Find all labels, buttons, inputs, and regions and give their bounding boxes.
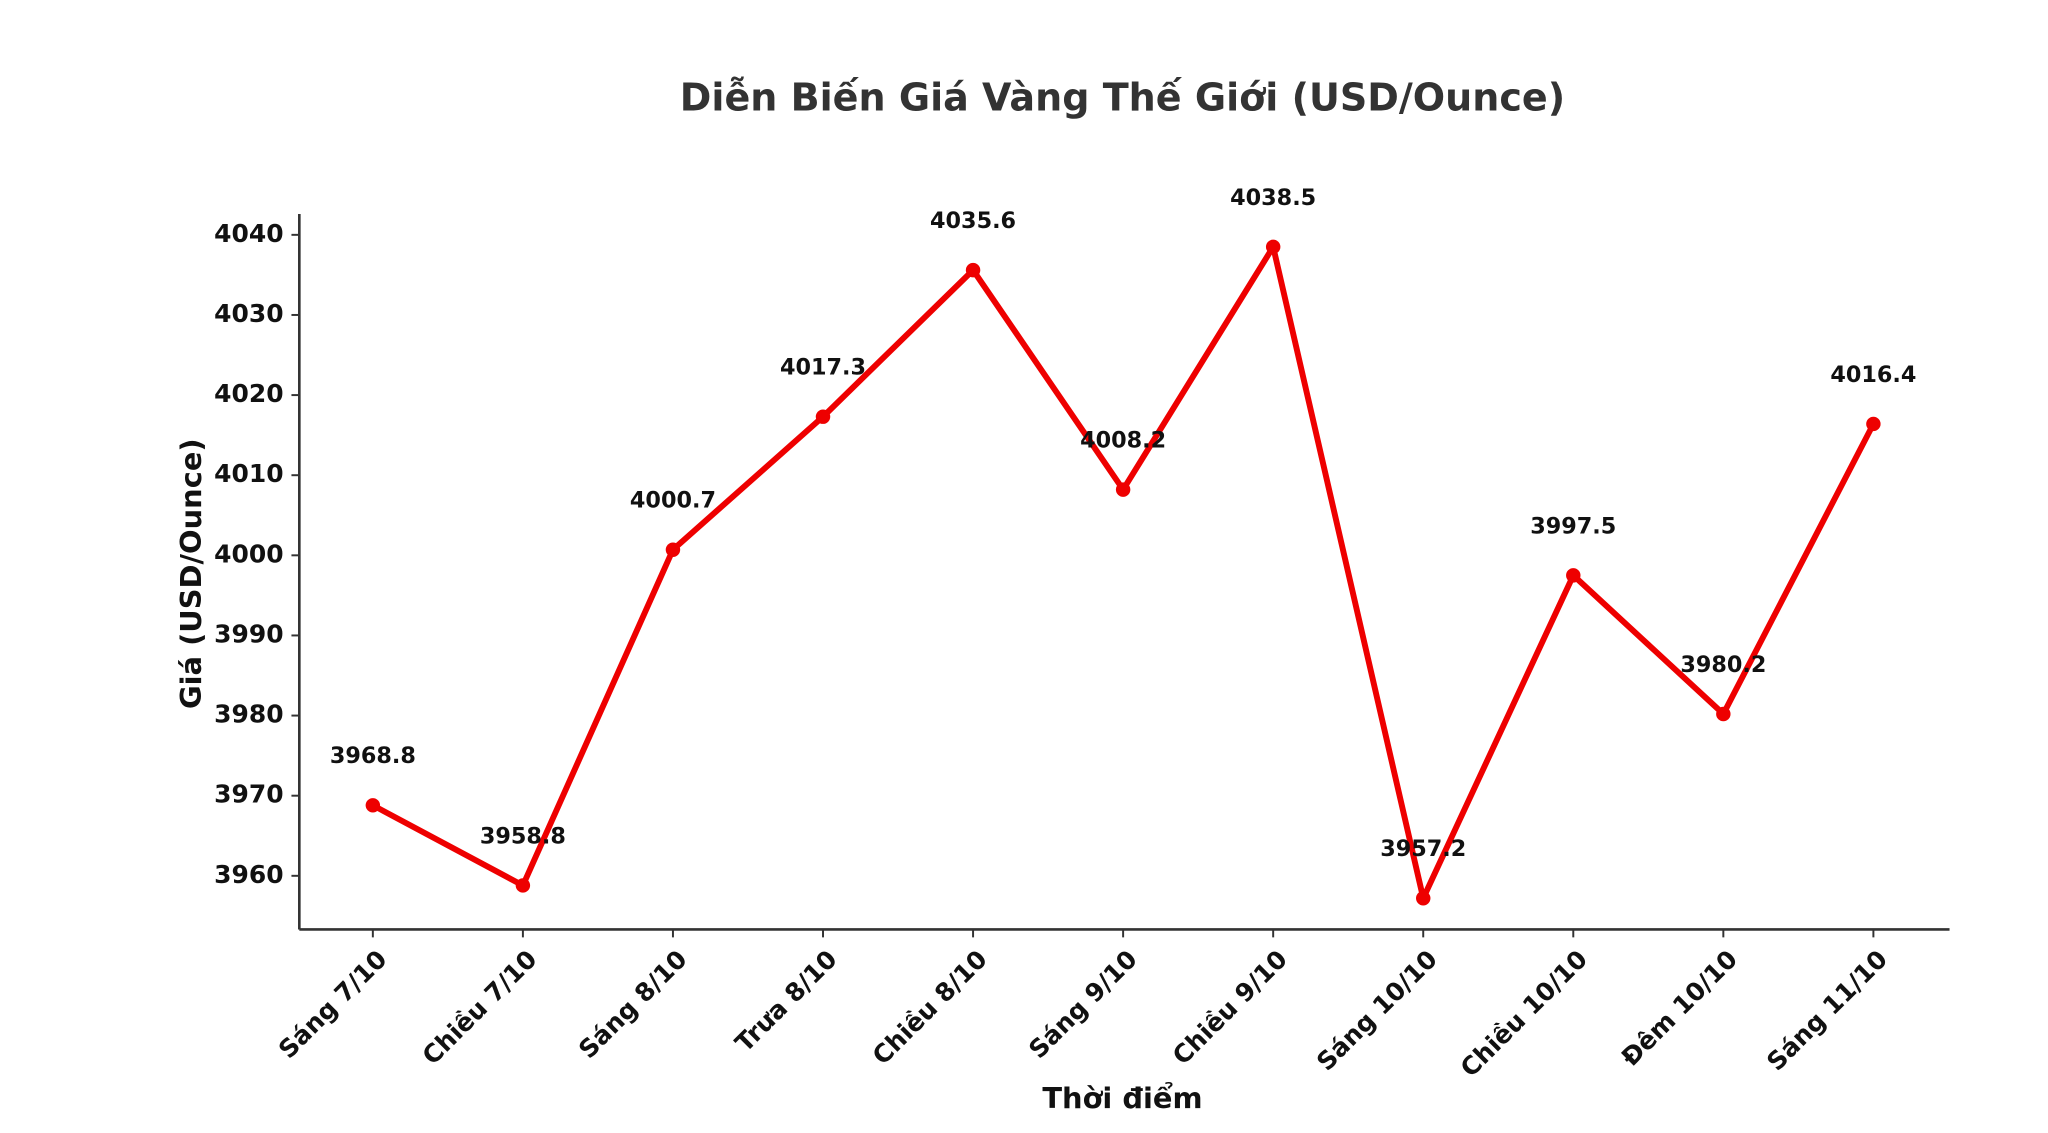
value-label: 3957.2	[1380, 836, 1466, 862]
y-tick-label: 4000	[214, 539, 283, 568]
value-label: 3958.8	[480, 823, 566, 849]
x-tick-label: Sáng 10/10	[1311, 944, 1443, 1076]
value-label: 4016.4	[1830, 362, 1916, 388]
value-label: 4038.5	[1230, 185, 1316, 211]
value-label: 3997.5	[1530, 513, 1616, 539]
y-tick-label: 3960	[214, 860, 283, 889]
chart-title: Diễn Biến Giá Vàng Thế Giới (USD/Ounce)	[680, 75, 1565, 119]
point	[665, 542, 681, 557]
y-tick-label: 4020	[214, 379, 283, 408]
x-tick-label: Chiều 8/10	[867, 944, 993, 1070]
value-label: 4017.3	[780, 355, 866, 381]
x-tick-label: Sáng 7/10	[273, 944, 393, 1064]
y-tick-label: 3980	[214, 700, 283, 729]
y-tick-label: 4010	[214, 459, 283, 488]
value-label: 3968.8	[330, 743, 416, 769]
value-label: 4008.2	[1080, 428, 1166, 454]
point	[1265, 239, 1281, 255]
y-axis-label: Giá (USD/Ounce)	[174, 438, 208, 709]
x-tick-label: Sáng 9/10	[1023, 944, 1143, 1064]
point	[965, 262, 981, 278]
x-tick-label: Chiều 9/10	[1167, 944, 1293, 1070]
y-tick-label: 4040	[214, 219, 283, 248]
point	[1416, 891, 1431, 906]
y-tick-label: 4030	[214, 299, 283, 328]
x-tick-label: Đêm 10/10	[1616, 944, 1743, 1071]
value-label: 4035.6	[930, 208, 1016, 234]
x-tick-label: Sáng 11/10	[1761, 944, 1893, 1076]
x-tick-label: Chiều 10/10	[1455, 944, 1593, 1082]
point	[815, 409, 831, 424]
x-axis-label: Thời điểm	[1042, 1081, 1202, 1115]
point	[515, 878, 531, 893]
value-label: 4000.7	[630, 488, 716, 514]
point	[1566, 568, 1581, 583]
point	[1716, 706, 1731, 722]
x-tick-label: Chiều 7/10	[417, 944, 543, 1070]
point	[1866, 416, 1881, 432]
point	[365, 798, 381, 813]
line	[371, 243, 1877, 902]
x-tick-label: Sáng 8/10	[573, 944, 693, 1064]
y-tick-label: 3970	[214, 780, 283, 809]
y-tick-label: 3990	[214, 619, 283, 648]
value-label: 3980.2	[1680, 652, 1766, 678]
point	[1115, 482, 1131, 497]
x-tick-label: Trưa 8/10	[730, 944, 843, 1057]
